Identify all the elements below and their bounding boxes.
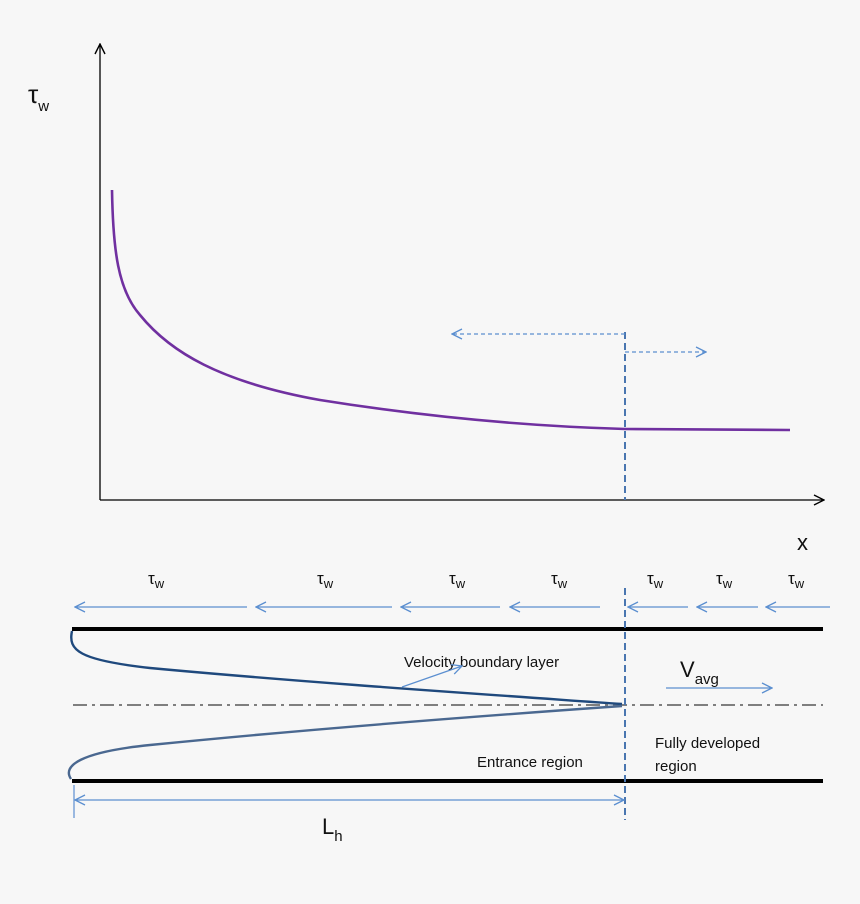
- v-avg-label: Vavg: [680, 657, 719, 688]
- y-axis-symbol: τ: [28, 79, 39, 109]
- entry-length-label: Lh: [322, 814, 343, 845]
- tau-label-6: τw: [716, 569, 733, 591]
- tau-label-5: τw: [647, 569, 664, 591]
- tau-label-1: τw: [148, 569, 165, 591]
- fully-developed-label-line1: Fully developed: [655, 735, 760, 752]
- tau-label-2: τw: [317, 569, 334, 591]
- fully-developed-label-line2: region: [655, 758, 697, 775]
- shear-stress-curve: [110, 189, 791, 432]
- boundary-layer-pointer: [401, 666, 462, 688]
- tau-label-3: τw: [449, 569, 466, 591]
- pipe-flow-diagram: τw τw τw τw τw τw τw Velocity boundary l…: [67, 569, 830, 845]
- shear-stress-graph: τw x: [28, 44, 824, 555]
- entrance-region-label: Entrance region: [477, 754, 583, 771]
- boundary-layer-lower: [67, 704, 623, 780]
- y-axis-subscript: w: [37, 98, 49, 115]
- tau-label-4: τw: [551, 569, 568, 591]
- velocity-boundary-layer-label: Velocity boundary layer: [404, 654, 559, 671]
- tau-label-7: τw: [788, 569, 805, 591]
- x-axis-label: x: [797, 530, 808, 555]
- y-axis-label: τw: [28, 79, 49, 115]
- boundary-layer-upper: [70, 630, 623, 706]
